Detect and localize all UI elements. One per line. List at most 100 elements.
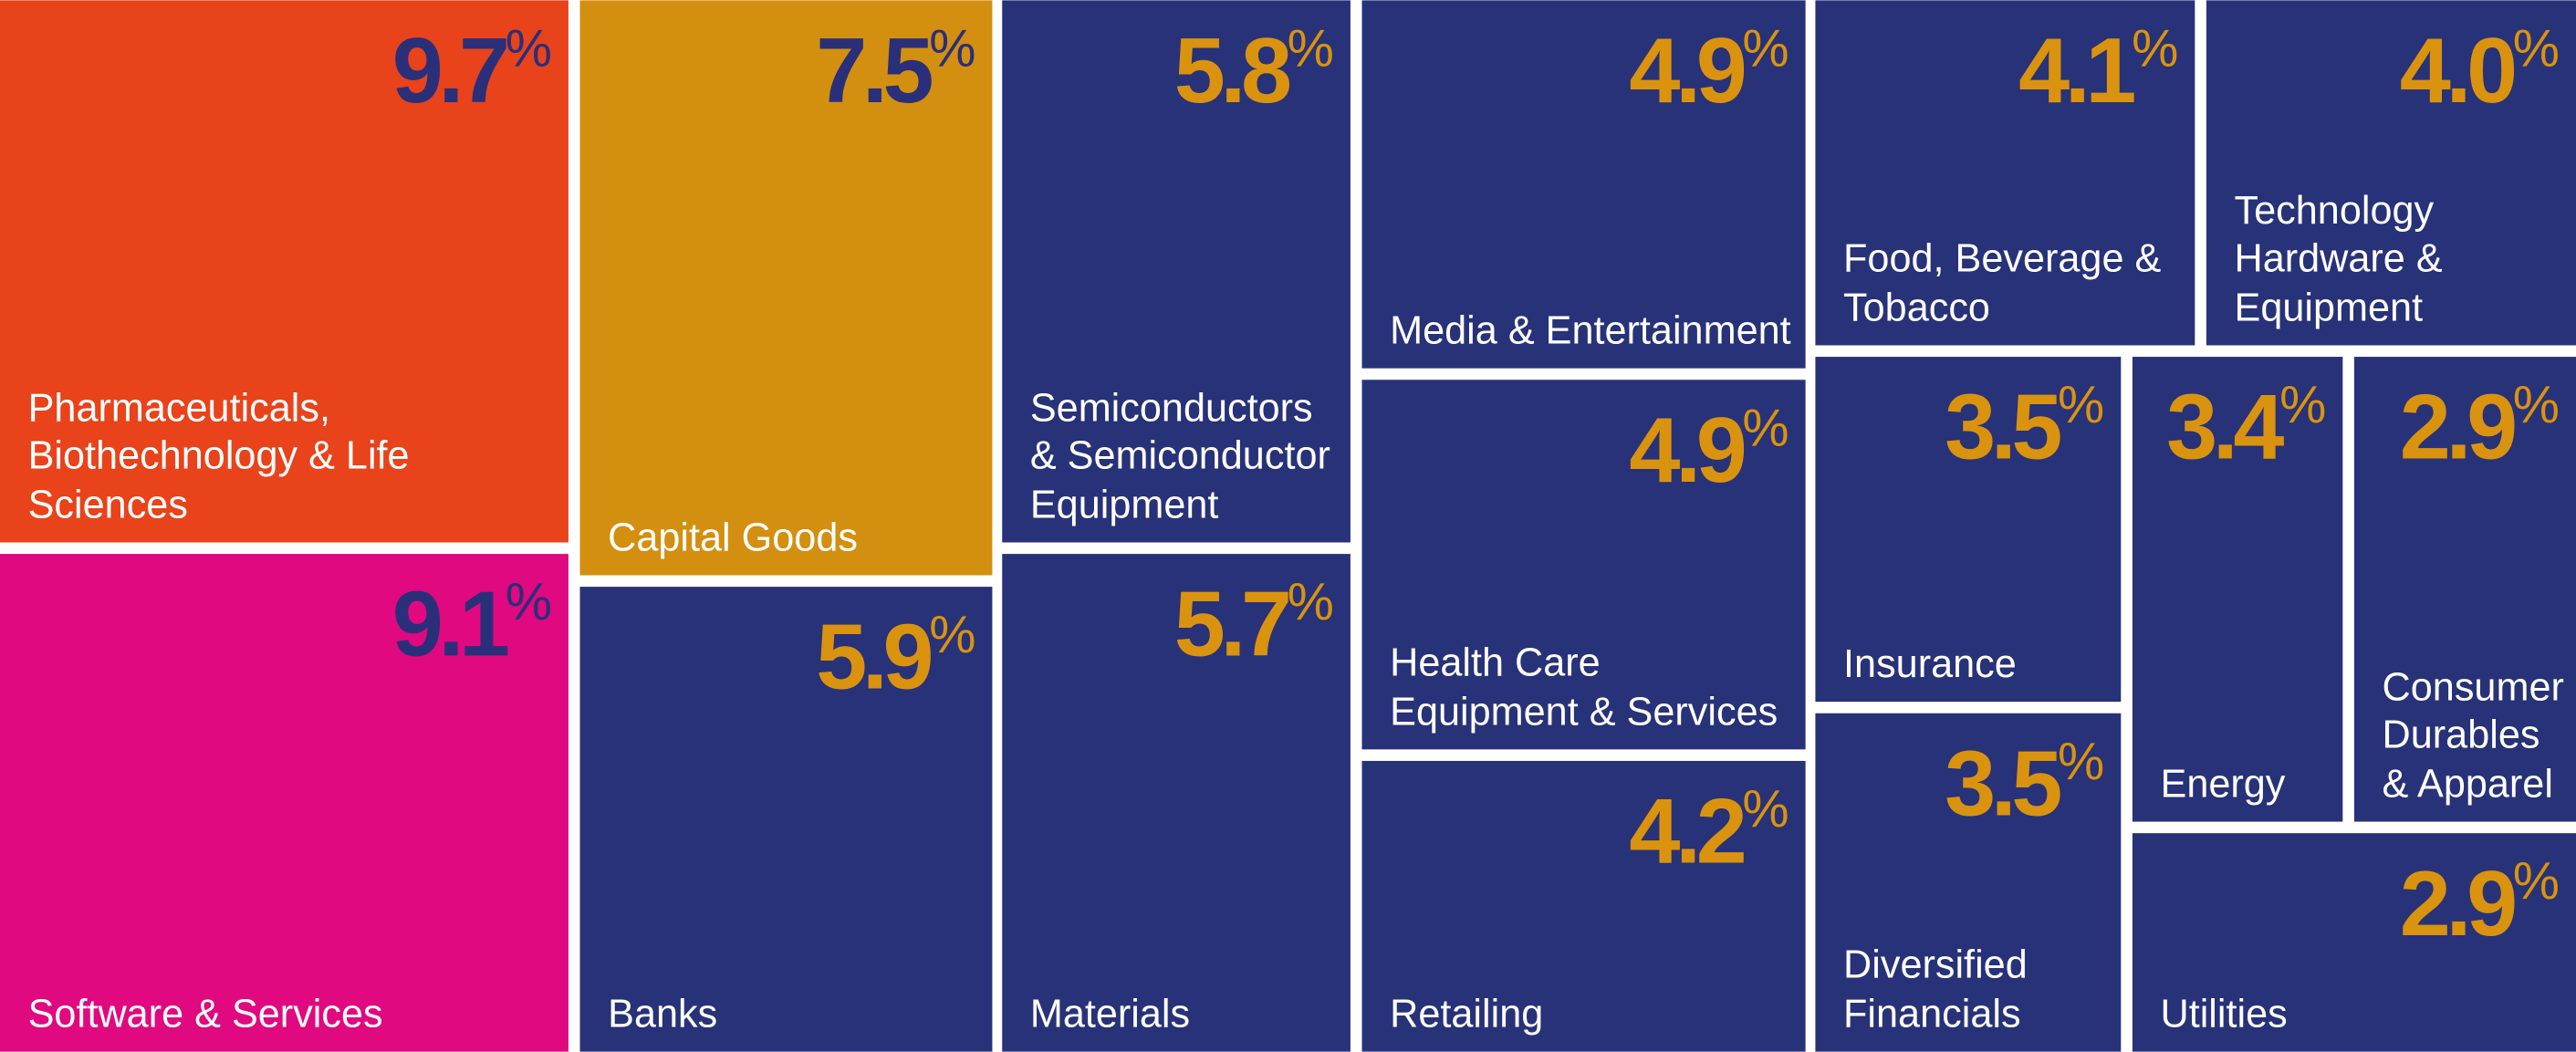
label-wrap: Utilities (2133, 833, 2576, 1051)
value-number: 4.9 (1629, 400, 1744, 502)
label-wrap: Software & Services (0, 554, 493, 1052)
tile (1002, 554, 1351, 1052)
tile (2353, 357, 2576, 822)
label-box: Software & Services (0, 554, 493, 1052)
tile (579, 587, 993, 1052)
category-label: Utilities (2160, 992, 2288, 1036)
label-box: Health Care Equipment & Services (1362, 380, 1806, 749)
value-unit: % (2058, 733, 2104, 791)
label-wrap: Energy (2133, 357, 2342, 822)
value-unit: % (2513, 19, 2560, 78)
label-box: Capital Goods (580, 0, 993, 575)
tile (579, 0, 993, 576)
value-number: 9.1 (392, 574, 508, 676)
label-wrap: Food, Beverage & Tobacco (1815, 0, 2195, 345)
label-box: Media & Entertainment (1390, 308, 1791, 353)
label-box: Utilities (2133, 833, 2576, 1051)
tile (2132, 357, 2343, 822)
tile (1361, 760, 1806, 1052)
value-label: 4.1% (2018, 19, 2178, 122)
value-label: 9.1% (392, 573, 552, 676)
value-number: 3.4 (2166, 377, 2284, 479)
value-unit: % (1288, 573, 1334, 631)
tile (1002, 0, 1351, 543)
value-unit: % (506, 573, 552, 631)
value-label: 2.9% (2400, 376, 2560, 479)
tile (0, 554, 568, 1052)
value-number: 4.1 (2018, 20, 2134, 122)
category-label: Diversified Financials (1843, 943, 2028, 1036)
value-unit: % (1742, 780, 1789, 838)
value-label: 5.8% (1174, 19, 1334, 122)
label-box: Retailing (1362, 761, 1806, 1052)
tile (2132, 833, 2576, 1052)
category-label: Capital Goods (608, 516, 858, 560)
tile (1361, 380, 1806, 750)
label-box: Materials (1029, 992, 1191, 1036)
value-unit: % (1742, 19, 1789, 78)
label-box: Insurance (1815, 357, 2121, 702)
value-label: 4.9% (1629, 19, 1789, 122)
value-number: 2.9 (2400, 853, 2515, 955)
value-unit: % (2513, 376, 2560, 434)
value-number: 4.0 (2400, 20, 2514, 122)
label-wrap: Insurance (1815, 357, 2121, 702)
tile (1361, 0, 1806, 369)
value-number: 5.8 (1174, 20, 1289, 122)
category-label: Energy (2160, 762, 2286, 807)
label-box: Banks (580, 587, 993, 1052)
label-box: Food, Beverage & Tobacco (1815, 0, 2195, 345)
label-wrap: Pharmaceuticals, Biothechnology & Life S… (0, 0, 493, 542)
value-unit: % (2058, 376, 2104, 434)
value-label: 5.9% (816, 606, 975, 709)
value-label: 3.5% (1945, 376, 2104, 479)
value-label: 9.7% (392, 19, 552, 122)
value-label: 3.4% (2166, 376, 2326, 479)
tile (2206, 0, 2576, 346)
label-wrap: Consumer Durables & Apparel (2354, 357, 2576, 822)
category-label: Banks (608, 992, 718, 1036)
category-label: Health Care Equipment & Services (1390, 641, 1778, 734)
category-label: Technology Hardware & Equipment (2234, 189, 2443, 330)
value-label: 4.2% (1629, 780, 1789, 883)
value-label: 2.9% (2400, 852, 2560, 955)
value-unit: % (2513, 852, 2560, 911)
value-number: 3.5 (1945, 377, 2060, 479)
value-unit: % (929, 19, 975, 78)
category-label: Consumer Durables & Apparel (2382, 665, 2564, 807)
value-unit: % (2279, 376, 2326, 434)
label-wrap: Banks (580, 587, 993, 1052)
label-wrap: Health Care Equipment & Services (1362, 380, 1806, 749)
category-label: Food, Beverage & Tobacco (1843, 237, 2162, 330)
value-number: 3.5 (1945, 733, 2060, 835)
value-unit: % (1288, 19, 1334, 78)
label-box: Technology Hardware & Equipment (2234, 189, 2443, 330)
tile (0, 0, 568, 543)
value-unit: % (1742, 399, 1789, 457)
value-number: 5.9 (816, 607, 931, 709)
category-label: Materials (1029, 992, 1191, 1036)
tile (1815, 357, 2122, 703)
label-box: Consumer Durables & Apparel (2354, 357, 2576, 822)
label-box: Semiconductors & Semiconductor Equipment (1002, 0, 1351, 542)
label-wrap: Capital Goods (580, 0, 993, 575)
label-box: Diversified Financials (1815, 713, 2121, 1052)
value-number: 5.7 (1174, 574, 1288, 676)
value-number: 7.5 (816, 20, 932, 122)
value-unit: % (506, 19, 552, 78)
value-number: 2.9 (2400, 377, 2515, 479)
label-wrap: Semiconductors & Semiconductor Equipment (1002, 0, 1351, 542)
value-unit: % (2132, 19, 2178, 78)
value-label: 5.7% (1174, 573, 1334, 676)
category-label: Software & Services (27, 992, 383, 1036)
label-wrap: Retailing (1362, 761, 1806, 1052)
label-wrap: Diversified Financials (1815, 713, 2121, 1052)
label-box: Energy (2133, 357, 2342, 822)
tile (1815, 0, 2195, 346)
value-label: 7.5% (816, 19, 975, 122)
value-number: 9.7 (392, 20, 506, 122)
value-unit: % (929, 606, 975, 664)
tile (1815, 713, 2122, 1052)
